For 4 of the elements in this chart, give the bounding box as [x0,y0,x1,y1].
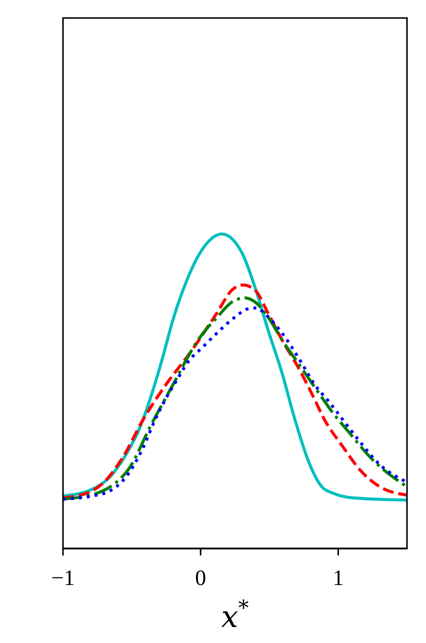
x-tick-label: 1 [332,565,344,590]
x-tick-label: −1 [51,565,75,590]
x-axis-title: x$^{*}$ [221,596,250,635]
x-tick-label: 0 [195,565,206,590]
